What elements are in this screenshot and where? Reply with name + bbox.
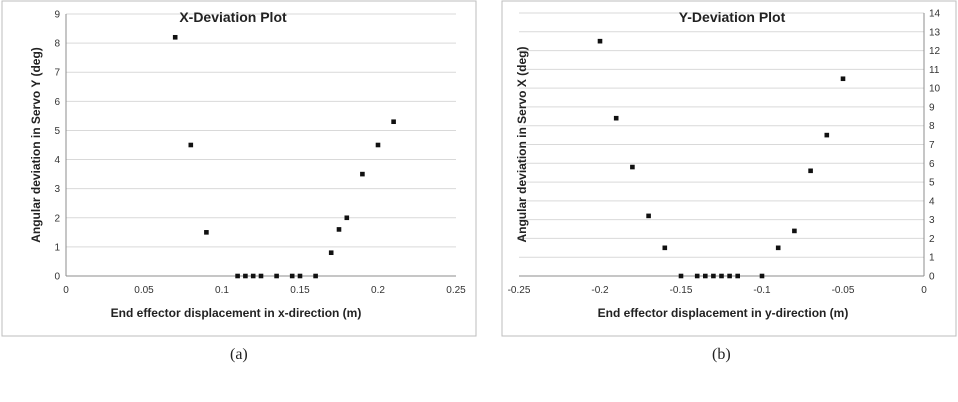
data-point (694, 273, 700, 279)
data-point (243, 273, 248, 279)
y-tick-label: 1 (54, 242, 60, 253)
data-point (297, 273, 303, 279)
data-point (172, 34, 178, 40)
y-tick-label: 12 (929, 46, 941, 57)
data-point (313, 273, 318, 279)
data-point (391, 119, 396, 125)
caption-a: (a) (230, 346, 248, 363)
x-tick-label: 0.1 (215, 285, 229, 296)
y-deviation-panel: 0 1 2 3 4 5 6 7 8 9 10 11 12 13 14 -0.25 -0.2 -0.15 -0.1 -0… (480, 0, 958, 402)
x-tick-label: 0 (63, 285, 69, 296)
x-deviation-chart: 0 1 2 3 4 5 6 7 8 9 0 0.05 0.1 0.15 0.2 0.25 X-Deviation… (1, 0, 477, 337)
data-point (344, 215, 350, 221)
y-axis-label: Angular deviation in Servo X (deg) (515, 46, 529, 242)
data-point (204, 230, 209, 235)
data-point (808, 168, 813, 174)
data-point (360, 171, 365, 177)
x-tick-label: 0.2 (371, 285, 385, 296)
data-point (703, 273, 708, 279)
data-point (711, 273, 716, 279)
y-tick-label: 5 (54, 126, 60, 137)
y-tick-label: 10 (929, 84, 941, 95)
data-point (759, 273, 765, 279)
data-point (775, 245, 781, 251)
y-tick-label: 2 (929, 234, 935, 245)
y-tick-label: 9 (929, 102, 935, 113)
x-tick-label: 0.25 (446, 285, 466, 296)
x-tick-label: -0.15 (670, 285, 693, 296)
x-tick-label: -0.1 (753, 285, 771, 296)
caption-b: (b) (712, 346, 731, 363)
data-point (630, 164, 635, 170)
y-tick-label: 5 (929, 178, 935, 189)
data-point (328, 250, 334, 256)
y-tick-label: 6 (929, 159, 935, 170)
chart-title: X-Deviation Plot (179, 9, 287, 25)
x-tick-label: -0.05 (832, 285, 855, 296)
x-axis-label: End effector displacement in x-direction… (111, 306, 362, 320)
data-point (597, 38, 603, 44)
y-tick-label: 0 (54, 272, 60, 283)
data-point (824, 132, 830, 138)
y-tick-label: 13 (929, 27, 941, 38)
data-point (727, 273, 732, 279)
data-point (792, 228, 797, 234)
data-point (289, 273, 295, 279)
y-axis-label: Angular deviation in Servo Y (deg) (29, 47, 43, 243)
data-point (735, 273, 740, 279)
y-tick-label: 9 (54, 10, 60, 21)
data-point (375, 142, 381, 148)
data-point (258, 273, 264, 279)
y-tick-label: 7 (929, 140, 935, 151)
chart-title: Y-Deviation Plot (679, 9, 786, 25)
y-tick-label: 8 (929, 121, 935, 132)
data-point (719, 273, 724, 279)
y-tick-label: 14 (929, 9, 941, 20)
data-point (274, 273, 279, 279)
data-point (250, 273, 256, 279)
y-tick-label: 3 (54, 184, 60, 195)
data-point (235, 273, 240, 279)
y-tick-label: 1 (929, 253, 935, 264)
y-tick-label: 4 (929, 196, 935, 207)
data-point (613, 115, 619, 121)
x-axis-label: End effector displacement in y-direction… (598, 306, 849, 320)
y-tick-label: 0 (929, 272, 935, 283)
y-tick-label: 7 (54, 68, 60, 79)
data-point (840, 76, 846, 82)
y-tick-label: 11 (929, 65, 940, 76)
y-tick-label: 8 (54, 39, 60, 50)
chart-frame (501, 0, 957, 337)
data-point (662, 245, 668, 251)
x-tick-label: 0.15 (290, 285, 310, 296)
data-point (188, 142, 194, 148)
x-tick-label: 0.05 (134, 285, 154, 296)
chart-frame (1, 0, 477, 337)
data-point (678, 273, 684, 279)
y-tick-label: 2 (54, 213, 60, 224)
x-deviation-panel: 0 1 2 3 4 5 6 7 8 9 0 0.05 0.1 0.15 0.2 0.25 X-Deviation… (1, 0, 477, 363)
y-tick-label: 3 (929, 215, 935, 226)
y-tick-label: 4 (54, 155, 60, 166)
data-point (336, 227, 342, 232)
x-tick-label: -0.2 (591, 285, 609, 296)
y-tick-label: 6 (54, 97, 60, 108)
x-tick-label: 0 (921, 285, 927, 296)
x-tick-label: -0.25 (508, 285, 531, 296)
data-point (646, 213, 651, 219)
